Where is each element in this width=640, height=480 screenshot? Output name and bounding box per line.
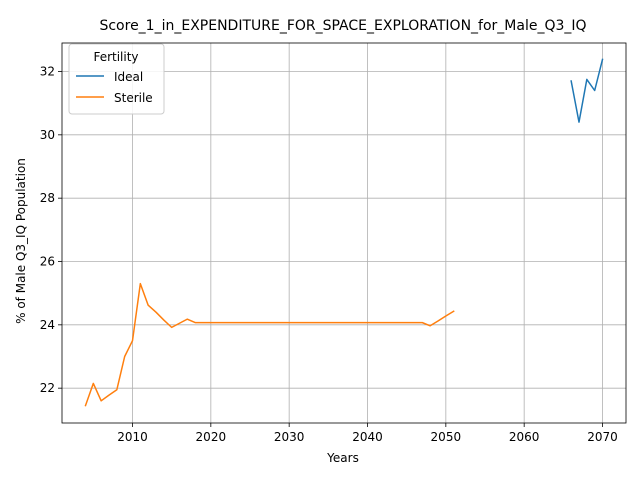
x-tick-label: 2030 — [274, 430, 305, 444]
legend-label-ideal: Ideal — [114, 70, 143, 84]
x-tick-label: 2020 — [196, 430, 227, 444]
series-lines — [84, 58, 604, 407]
x-tick-label: 2060 — [509, 430, 540, 444]
legend: Fertility Ideal Sterile — [68, 43, 165, 115]
x-tick-label: 2070 — [587, 430, 618, 444]
legend-title: Fertility — [93, 50, 138, 64]
x-axis-label: Years — [326, 451, 359, 465]
x-tick-label: 2040 — [352, 430, 383, 444]
series-line-sterile — [84, 282, 455, 407]
plot-area-frame — [61, 42, 627, 424]
x-tick-label: 2010 — [117, 430, 148, 444]
y-tick-label: 22 — [40, 381, 55, 395]
y-tick-label: 30 — [40, 128, 55, 142]
x-tick-label: 2050 — [431, 430, 462, 444]
y-tick-label: 26 — [40, 255, 55, 269]
y-axis-label: % of Male Q3_IQ Population — [14, 158, 28, 324]
y-tick-label: 28 — [40, 191, 55, 205]
chart-title: Score_1_in_EXPENDITURE_FOR_SPACE_EXPLORA… — [99, 18, 586, 34]
axis-ticks: 2010 2020 2030 2040 2050 2060 2070 22 24 26 28 30 32 — [40, 65, 618, 445]
legend-label-sterile: Sterile — [114, 91, 153, 105]
grid — [62, 43, 626, 423]
y-tick-label: 32 — [40, 65, 55, 79]
series-line-ideal — [570, 58, 604, 123]
y-tick-label: 24 — [40, 318, 55, 332]
